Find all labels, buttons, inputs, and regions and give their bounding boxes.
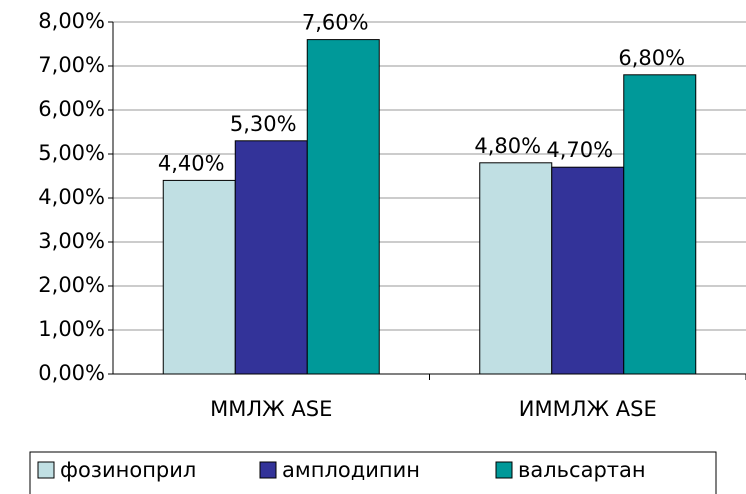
bar xyxy=(162,179,236,375)
y-tick-label: 7,00% xyxy=(38,53,105,77)
value-label: 5,30% xyxy=(230,112,297,136)
bar xyxy=(551,166,625,375)
bar xyxy=(306,39,380,375)
x-tick-label: ММЛЖ ASE xyxy=(210,397,332,421)
y-tick-label: 4,00% xyxy=(38,185,105,209)
y-tick-label: 3,00% xyxy=(38,229,105,253)
legend-swatch xyxy=(37,461,55,479)
legend-swatch xyxy=(495,461,513,479)
y-tick-label: 6,00% xyxy=(38,97,105,121)
bar xyxy=(479,162,553,375)
x-tick-label: ИММЛЖ ASE xyxy=(519,397,657,421)
y-tick-label: 8,00% xyxy=(38,9,105,33)
value-label: 4,70% xyxy=(546,138,613,162)
y-tick-label: 2,00% xyxy=(38,273,105,297)
legend-box xyxy=(29,451,717,494)
y-tick-label: 5,00% xyxy=(38,141,105,165)
value-label: 4,80% xyxy=(474,134,541,158)
bar xyxy=(623,74,697,375)
legend-label: амплодипин xyxy=(282,458,420,482)
bar xyxy=(234,140,308,375)
legend-swatch xyxy=(259,461,277,479)
y-tick-label: 0,00% xyxy=(38,361,105,385)
legend-label: фозиноприл xyxy=(60,458,196,482)
y-tick-label: 1,00% xyxy=(38,317,105,341)
legend-label: вальсартан xyxy=(518,458,646,482)
value-label: 7,60% xyxy=(302,11,369,35)
value-label: 4,40% xyxy=(158,151,225,175)
value-label: 6,80% xyxy=(618,46,685,70)
